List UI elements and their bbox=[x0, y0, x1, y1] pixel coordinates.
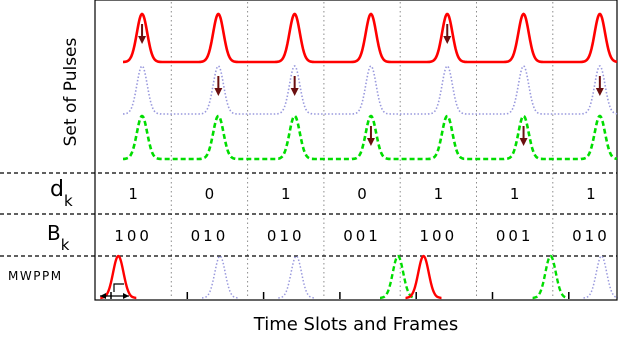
selection-arrow bbox=[290, 76, 299, 96]
grid-layer bbox=[0, 2, 617, 298]
bk-value: 001 bbox=[496, 227, 534, 245]
dk-value: 1 bbox=[510, 185, 520, 203]
pulse-layer bbox=[100, 12, 618, 300]
bk-value: 010 bbox=[572, 227, 610, 245]
dk-value: 1 bbox=[434, 185, 444, 203]
pulse-2-train bbox=[123, 65, 618, 115]
bk-value: 100 bbox=[114, 227, 152, 245]
dk-value: 1 bbox=[128, 185, 138, 203]
selection-arrow bbox=[595, 76, 604, 96]
dk-value: 1 bbox=[281, 185, 291, 203]
bk-value: 010 bbox=[267, 227, 305, 245]
selection-arrow bbox=[366, 126, 375, 146]
dk-label: dk bbox=[50, 177, 73, 210]
pulse-3-train bbox=[123, 114, 618, 161]
mwppm-pulse bbox=[583, 255, 618, 299]
pulse-1-train bbox=[123, 12, 618, 64]
selection-arrow bbox=[214, 76, 223, 96]
mwppm-pulse bbox=[405, 254, 442, 300]
x-axis-label: Time Slots and Frames bbox=[253, 314, 458, 335]
mwppm-pulse bbox=[380, 254, 416, 300]
plot-frame bbox=[94, 0, 618, 301]
bk-label: Bk bbox=[47, 221, 70, 254]
mwppm-label: MWPPM bbox=[8, 269, 63, 283]
dk-value: 0 bbox=[357, 185, 367, 203]
dk-value: 0 bbox=[205, 185, 215, 203]
selection-arrow bbox=[443, 24, 452, 44]
mwppm-pulse bbox=[202, 255, 238, 299]
mwppm-pulse bbox=[100, 254, 137, 300]
bk-value: 100 bbox=[420, 227, 458, 245]
bk-value: 001 bbox=[343, 227, 381, 245]
mwppm-pulse bbox=[278, 255, 315, 299]
selection-arrow bbox=[519, 126, 528, 146]
gamma-marker bbox=[100, 283, 129, 299]
set-of-pulses-label: Set of Pulses bbox=[61, 37, 81, 146]
mwppm-pulse bbox=[532, 254, 569, 300]
dk-value: 1 bbox=[586, 185, 596, 203]
arrow-layer bbox=[138, 24, 604, 146]
bk-value: 010 bbox=[191, 227, 229, 245]
selection-arrow bbox=[138, 24, 147, 44]
